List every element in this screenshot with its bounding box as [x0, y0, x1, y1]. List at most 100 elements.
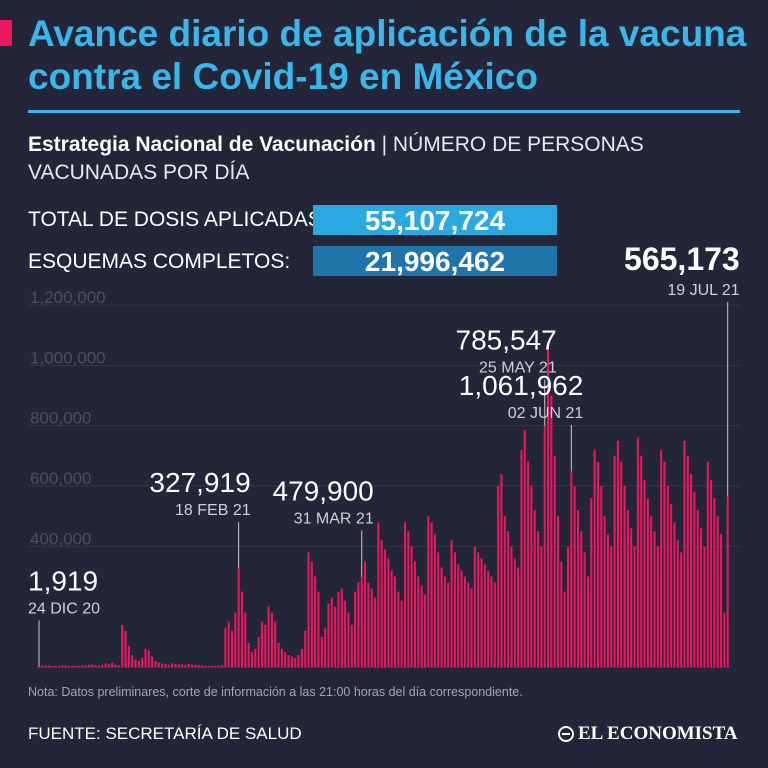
chart-bar	[254, 648, 257, 667]
chart-bar	[117, 665, 120, 667]
chart-bar	[207, 666, 210, 667]
chart-bar	[191, 664, 194, 667]
chart-bar	[181, 664, 184, 667]
chart-bar	[77, 665, 80, 667]
chart-bar	[264, 624, 267, 667]
chart-bar	[171, 663, 174, 667]
chart-bar	[384, 549, 387, 667]
chart-bar	[174, 663, 177, 667]
chart-bar	[443, 576, 446, 667]
chart-bar	[377, 522, 380, 667]
chart-bar	[653, 531, 656, 667]
chart-bar	[643, 479, 646, 667]
chart-bar	[41, 666, 44, 667]
chart-bar	[114, 664, 117, 667]
chart-bar	[417, 576, 420, 667]
chart-bar	[703, 546, 706, 667]
chart-bar	[693, 492, 696, 667]
chart-bar	[683, 440, 686, 667]
chart-bar	[550, 395, 553, 667]
annotation-value: 785,547	[456, 325, 557, 356]
chart-bar	[593, 449, 596, 667]
chart-bar	[387, 558, 390, 667]
chart-bar	[623, 486, 626, 667]
chart-bar	[453, 552, 456, 667]
chart-bar	[513, 558, 516, 667]
chart-bar	[327, 603, 330, 667]
chart-bar	[503, 516, 506, 667]
chart-bar	[340, 588, 343, 667]
chart-bar	[47, 665, 51, 667]
chart-bar	[467, 582, 470, 667]
complete-schemes-label: ESQUEMAS COMPLETOS:	[28, 250, 291, 273]
chart-bar	[38, 666, 41, 667]
y-tick-label: 1,000,000	[30, 348, 106, 367]
chart-bar	[403, 522, 407, 667]
chart-bar	[167, 664, 170, 667]
chart-bar	[244, 612, 247, 667]
chart-bar	[137, 660, 140, 667]
chart-bar	[317, 591, 320, 667]
chart-bar	[287, 654, 290, 667]
chart-bar	[334, 606, 337, 667]
chart-bar	[477, 552, 480, 667]
chart-bar	[274, 621, 277, 667]
chart-bar	[107, 663, 110, 667]
chart-bar	[673, 522, 676, 667]
chart-bar	[666, 486, 669, 667]
chart-bar	[154, 660, 157, 667]
chart-bar	[74, 666, 77, 667]
chart-bar	[676, 540, 679, 667]
chart-bar	[543, 425, 546, 667]
chart-bar	[300, 648, 303, 667]
chart-bar	[177, 664, 180, 667]
chart-bar	[314, 576, 317, 667]
chart-bar	[520, 449, 523, 667]
chart-bar	[440, 567, 443, 667]
chart-bar	[187, 663, 190, 667]
chart-bar	[710, 479, 713, 667]
y-tick-label: 800,000	[30, 409, 91, 428]
chart-bar	[330, 597, 333, 667]
chart-subtitle: Estrategia Nacional de Vacunación | NÚME…	[28, 131, 748, 187]
annotation-value: 1,061,962	[459, 370, 584, 401]
chart-bar	[250, 651, 253, 667]
chart-bar	[44, 665, 47, 667]
chart-bar	[91, 664, 94, 667]
chart-bar	[147, 650, 150, 667]
chart-bar	[294, 657, 297, 667]
annotation-value: 1,919	[28, 565, 98, 596]
chart-bar	[211, 666, 214, 667]
chart-bar	[220, 665, 224, 667]
chart-bar	[390, 570, 393, 667]
chart-bar	[413, 561, 417, 667]
chart-bar	[141, 657, 144, 667]
chart-bar	[151, 656, 154, 667]
chart-bar	[487, 570, 490, 667]
chart-bar	[57, 666, 61, 667]
chart-bar	[670, 504, 673, 667]
chart-bar	[580, 531, 583, 667]
y-tick-label: 1,200,000	[30, 288, 106, 307]
chart-bar	[433, 534, 436, 667]
chart-bar	[460, 570, 463, 667]
chart-bar	[500, 473, 503, 667]
chart-bar	[234, 612, 237, 667]
chart-bar	[633, 546, 636, 667]
chart-bar	[696, 510, 699, 667]
chart-bar	[493, 582, 496, 667]
chart-bar	[600, 486, 603, 667]
chart-bar	[350, 624, 353, 667]
chart-bar	[290, 656, 293, 667]
chart-bar	[490, 576, 493, 667]
chart-bar	[686, 455, 689, 667]
chart-bar	[626, 510, 629, 667]
chart-bar	[616, 440, 619, 667]
chart-bar	[260, 621, 263, 667]
chart-bar	[310, 561, 313, 667]
brand-name: EL ECONOMISTA	[578, 723, 738, 744]
chart-bar	[570, 470, 573, 667]
chart-bar	[217, 665, 220, 667]
total-doses-value: 55,107,724	[313, 205, 557, 236]
chart-bar	[344, 600, 347, 667]
